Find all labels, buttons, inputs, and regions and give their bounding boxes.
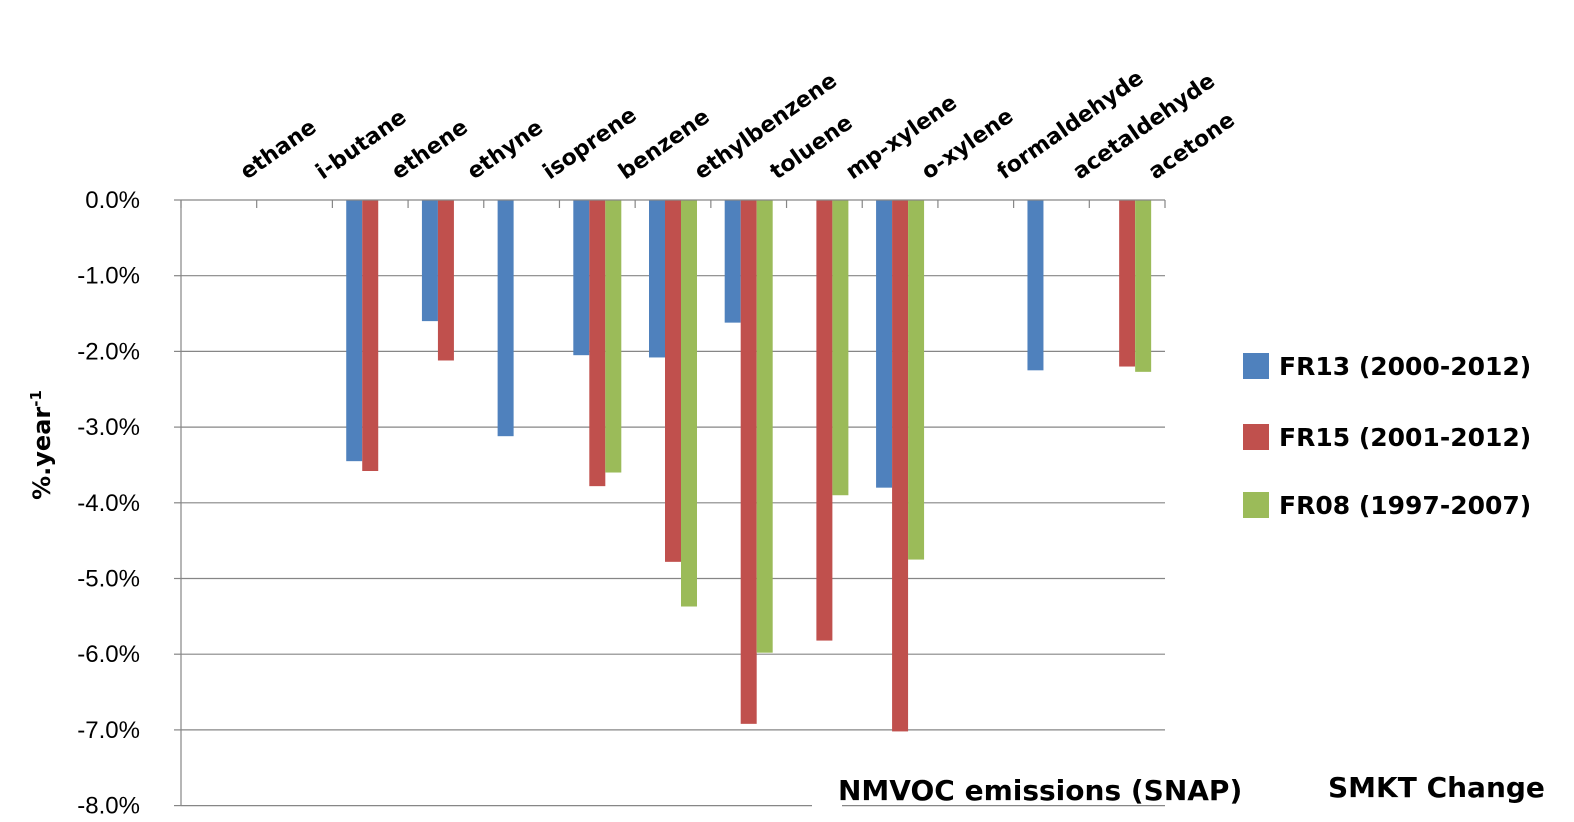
category-label: ethane — [236, 115, 321, 185]
y-tick-label: -2.0% — [77, 338, 140, 365]
axes — [174, 199, 1166, 807]
bar — [437, 200, 454, 361]
annotation-text: NMVOC emissions (SNAP) — [838, 774, 1242, 807]
bar — [362, 200, 379, 472]
bar — [816, 200, 833, 641]
bar — [589, 200, 606, 487]
y-tick-labels: 0.0% -1.0% -2.0% -3.0% -4.0% -5.0% -6.0% -7.0% -… — [77, 187, 140, 820]
legend-swatch — [1243, 353, 1269, 379]
bar — [1135, 200, 1152, 372]
bar — [876, 200, 893, 488]
bar — [756, 200, 773, 653]
bar — [497, 200, 514, 437]
legend-label: FR13 (2000-2012) — [1279, 352, 1531, 381]
bar — [421, 200, 438, 322]
bar — [665, 200, 681, 562]
y-tick-label: -8.0% — [77, 793, 140, 820]
bar — [1119, 200, 1136, 367]
legend-label: FR15 (2001-2012) — [1279, 423, 1531, 452]
annotation-box — [812, 762, 842, 822]
bar — [346, 200, 363, 462]
bar — [832, 200, 849, 496]
bar — [681, 200, 697, 607]
bar — [892, 200, 909, 732]
legend-swatch — [1243, 424, 1269, 450]
category-labels: ethanei-butaneetheneethyneisoprenebenzen… — [236, 66, 1240, 185]
y-tick-label: -3.0% — [77, 414, 140, 441]
bar — [1027, 200, 1044, 371]
bars — [346, 200, 1152, 732]
bar — [573, 200, 590, 356]
category-label: ethyne — [463, 115, 548, 185]
bar — [724, 200, 741, 323]
bar — [649, 200, 665, 358]
y-tick-label: -6.0% — [77, 641, 140, 668]
y-tick-label: 0.0% — [85, 187, 140, 214]
bar — [908, 200, 925, 560]
annotation-text: SMKT Change — [1328, 771, 1545, 804]
y-tick-label: -5.0% — [77, 566, 140, 593]
annotations: NMVOC emissions (SNAP) SMKT Change — [812, 762, 1545, 822]
legend-label: FR08 (1997-2007) — [1279, 491, 1531, 520]
y-axis-label: %.year-1 — [27, 390, 56, 500]
bar — [740, 200, 757, 724]
y-tick-label: -4.0% — [77, 490, 140, 517]
bar — [605, 200, 622, 473]
legend-swatch — [1243, 492, 1269, 518]
y-tick-label: -1.0% — [77, 263, 140, 290]
y-tick-label: -7.0% — [77, 717, 140, 744]
legend: FR13 (2000-2012) FR15 (2001-2012) FR08 (19… — [1243, 352, 1531, 520]
